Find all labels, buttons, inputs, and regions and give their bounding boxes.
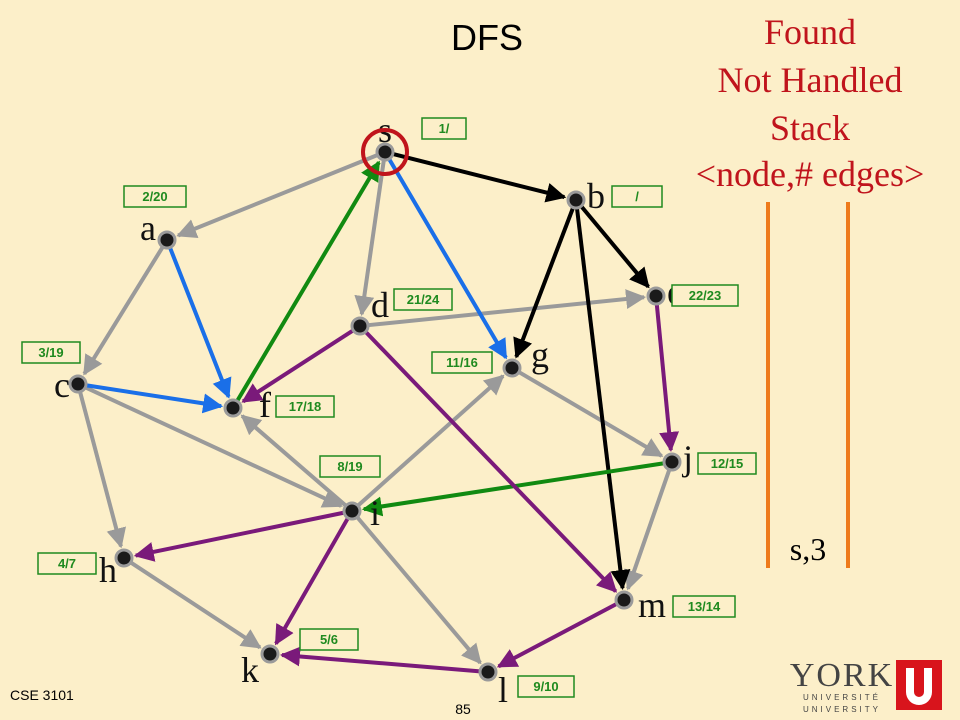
legend-stack: Stack — [770, 108, 850, 148]
time-label: 17/18 — [289, 399, 322, 414]
title: DFS — [451, 17, 523, 58]
time-label: / — [635, 189, 639, 204]
edge — [513, 206, 576, 359]
node-label: h — [99, 550, 117, 590]
time-box — [421, 117, 467, 140]
node-label: l — [498, 670, 508, 710]
edge — [78, 391, 127, 549]
node-label: j — [681, 438, 693, 478]
time-label: 22/23 — [689, 288, 722, 303]
edge — [624, 468, 672, 591]
time-box — [21, 341, 81, 364]
edge — [274, 516, 350, 646]
time-label: 9/10 — [533, 679, 558, 694]
course: CSE 3101 — [10, 687, 74, 703]
logo-u — [906, 668, 932, 705]
edge — [579, 204, 650, 289]
edge — [240, 414, 348, 508]
edge — [129, 560, 262, 650]
node-label: i — [370, 493, 380, 533]
time-label: 13/14 — [688, 599, 721, 614]
time-box — [697, 452, 757, 475]
node-dot — [662, 452, 682, 472]
node-label: d — [371, 285, 389, 325]
edge — [354, 159, 386, 317]
edge — [85, 383, 224, 414]
current-node-ring — [361, 128, 409, 176]
time-box — [393, 288, 453, 311]
edge — [176, 153, 379, 239]
edge — [574, 207, 631, 591]
node-dot — [350, 316, 370, 336]
edge — [133, 510, 345, 562]
edge — [387, 157, 508, 360]
stack-item: s,3 — [790, 531, 826, 567]
node-dot — [646, 286, 666, 306]
node-label: k — [241, 650, 259, 690]
logo-name: YORK — [790, 657, 894, 694]
time-box — [611, 185, 663, 208]
edge — [355, 515, 482, 665]
time-label: 4/7 — [58, 556, 76, 571]
edge — [84, 385, 343, 508]
legend-format: <node,# edges> — [696, 154, 925, 194]
node-dot — [223, 398, 243, 418]
time-label: 8/19 — [337, 459, 362, 474]
time-box — [123, 185, 187, 208]
time-box — [299, 628, 359, 651]
time-label: 12/15 — [711, 456, 744, 471]
edges — [78, 152, 680, 674]
logo-line: UNIVERSITÉ — [803, 693, 881, 702]
time-box — [319, 455, 381, 478]
legend-found: Found — [764, 12, 856, 52]
time-label: 2/20 — [142, 189, 167, 204]
page-number: 85 — [455, 701, 471, 717]
time-box — [672, 595, 736, 618]
time-box — [37, 552, 97, 575]
edge — [496, 601, 618, 669]
edge — [517, 370, 664, 458]
time-label: 3/19 — [38, 345, 63, 360]
edge — [367, 289, 647, 328]
node-dot — [614, 590, 634, 610]
time-box — [517, 675, 575, 698]
node-dot — [566, 190, 586, 210]
edge — [82, 245, 165, 376]
edge — [364, 330, 618, 593]
node-label: f — [259, 385, 271, 425]
time-label: 21/24 — [407, 292, 440, 307]
node-dot — [342, 501, 362, 521]
node-label: b — [587, 176, 605, 216]
node-label: c — [54, 365, 70, 405]
edge — [279, 646, 481, 674]
nodes: s1/b/a2/20e22/23d21/24g11/16c3/19f17/18j… — [21, 110, 757, 710]
node-label: a — [140, 208, 156, 248]
time-box — [431, 351, 493, 374]
logo-line: UNIVERSITY — [803, 705, 881, 714]
node-dot — [68, 374, 88, 394]
logo: YORK UNIVERSITÉ UNIVERSITY — [790, 657, 942, 714]
edge — [241, 328, 355, 404]
node-dot — [157, 230, 177, 250]
node-dot — [260, 644, 280, 664]
node-dot — [502, 358, 522, 378]
edge — [356, 374, 505, 508]
time-label: 5/6 — [320, 632, 338, 647]
node-dot — [114, 548, 134, 568]
edge — [235, 160, 381, 403]
node-label: m — [638, 585, 666, 625]
time-box — [671, 284, 739, 307]
legend-not-handled: Not Handled — [718, 60, 903, 100]
edge — [392, 152, 567, 203]
time-label: 11/16 — [446, 355, 478, 370]
time-label: 1/ — [439, 121, 450, 136]
node-label: g — [531, 335, 549, 375]
time-box — [275, 395, 335, 418]
edge — [168, 246, 232, 399]
node-dot — [375, 142, 395, 162]
edge — [654, 303, 680, 453]
node-dot — [478, 662, 498, 682]
